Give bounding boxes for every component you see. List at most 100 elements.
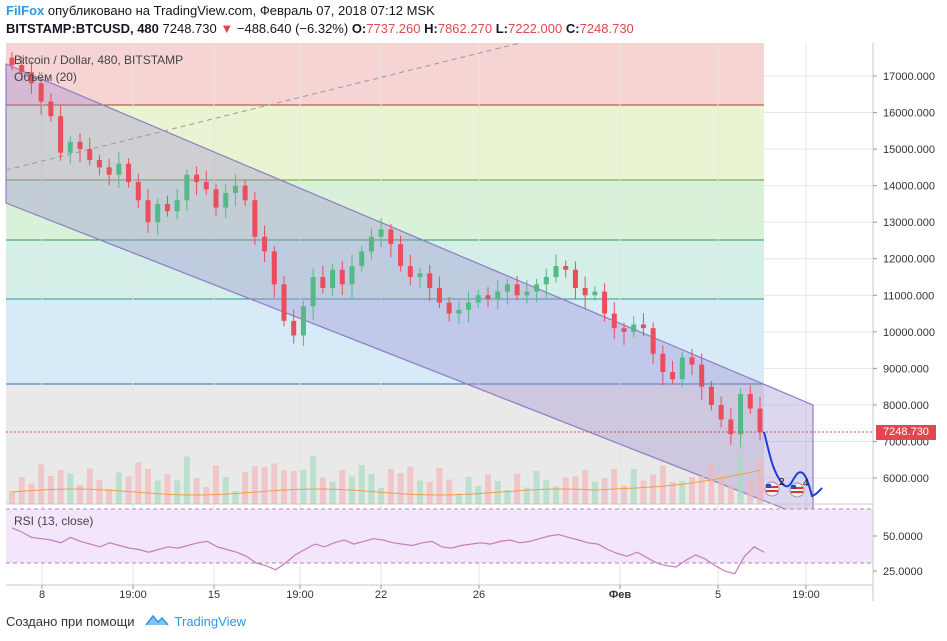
volume-bar (329, 481, 336, 504)
candle-body (135, 181, 141, 201)
price-tick-label: 9000.000 (883, 363, 929, 375)
volume-bar (135, 462, 142, 504)
price-axis[interactable]: 17000.000 16000.000 15000.000 14000.000 1300… (873, 71, 935, 485)
candle-body (631, 324, 637, 332)
volume-bar (436, 468, 443, 504)
candle-body (9, 57, 15, 66)
candle-body (320, 277, 326, 288)
time-tick-label: 19:00 (792, 589, 820, 601)
marker-4: 4 (803, 478, 809, 489)
volume-bar (57, 470, 64, 504)
price-tick-label: 10000.000 (883, 327, 935, 339)
candle-body (456, 309, 462, 314)
volume-bar (96, 480, 103, 504)
time-axis[interactable]: 8 19:00 15 19:00 22 26 Фев 5 19:00 (39, 585, 820, 601)
high-value: 7862.270 (437, 21, 493, 36)
volume-bar (747, 480, 754, 504)
series-legend[interactable]: Bitcoin / Dollar, 480, BITSTAMP (14, 53, 184, 67)
candle-body (708, 386, 714, 405)
rsi-legend[interactable]: RSI (13, close) (14, 514, 94, 528)
candle-body (388, 229, 394, 245)
author-name[interactable]: FilFox (6, 3, 45, 18)
volume-bar (640, 480, 647, 504)
volume-bar (115, 472, 122, 504)
volume-bar (222, 477, 229, 504)
volume-bar (757, 459, 763, 504)
candle-body (330, 269, 336, 288)
last-price-tag: 7248.730 (876, 425, 936, 440)
price-tick-label: 17000.000 (883, 71, 935, 83)
fib-band-5 (6, 299, 764, 384)
volume-bar (378, 488, 385, 504)
volume-legend[interactable]: Объём (20) (14, 70, 77, 84)
volume-bar (689, 477, 695, 504)
rsi-axis[interactable]: 50.0000 25.0000 (873, 531, 923, 578)
candle-body (242, 185, 248, 201)
volume-bar (737, 453, 744, 504)
volume-bar (38, 464, 45, 504)
candle-body (553, 266, 559, 277)
candle-body (534, 284, 540, 292)
volume-bar (145, 469, 151, 504)
tradingview-link[interactable]: TradingView (174, 614, 247, 629)
candle-body (38, 83, 44, 102)
time-tick-label: 15 (208, 589, 220, 601)
volume-bar (86, 468, 93, 504)
open-value: 7737.260 (366, 21, 421, 36)
candle-body (378, 229, 384, 237)
price-tick-label: 14000.000 (883, 181, 935, 193)
candle-body (194, 174, 200, 182)
candle-body (436, 287, 442, 303)
price-tick-label: 15000.000 (883, 144, 935, 156)
down-arrow-icon: ▼ (220, 21, 234, 36)
volume-bar (562, 477, 569, 504)
candle-body (660, 353, 666, 373)
volume-bar (679, 481, 686, 504)
volume-bar (125, 476, 132, 504)
volume-bar (533, 471, 540, 504)
projection-path[interactable] (763, 431, 823, 498)
rsi-tick-label: 50.0000 (883, 531, 923, 543)
volume-bar (446, 479, 453, 504)
fib-band-3 (6, 180, 764, 240)
volume-bar (281, 470, 287, 504)
publish-info: опубликовано на TradingView.com, Февраль… (47, 3, 435, 18)
candle-body (417, 273, 423, 277)
open-label: O: (351, 21, 367, 36)
candle-body (543, 277, 549, 285)
candle-body (271, 251, 277, 285)
candle-body (310, 277, 316, 307)
volume-bar (514, 473, 521, 504)
footer: Создано при помощи TradingView (6, 613, 246, 630)
candle-body (19, 65, 25, 73)
rsi-band (6, 509, 873, 563)
time-tick-label: 8 (39, 589, 45, 601)
candle-body (48, 101, 54, 117)
price-tick-label: 16000.000 (883, 108, 935, 120)
marker-2: 2 (779, 477, 785, 488)
candle-body (670, 372, 676, 380)
price-change: −488.640 (−6.32%) (236, 21, 349, 36)
volume-bar (319, 477, 326, 504)
price-tick-label: 8000.000 (883, 400, 929, 412)
volume-bar (698, 476, 705, 504)
candle-body (495, 291, 501, 299)
dashed-trendline[interactable] (5, 42, 521, 171)
volume-bar (727, 485, 734, 504)
volume-bar (417, 480, 423, 504)
tradingview-logo-icon[interactable] (144, 613, 169, 630)
candle-body (116, 163, 122, 175)
close-label: C: (565, 21, 580, 36)
volume-bar (300, 470, 307, 504)
candle-body (359, 251, 365, 267)
fib-band-1 (6, 43, 764, 105)
volume-bar (242, 472, 249, 504)
volume-bar (77, 485, 83, 504)
candle-body (223, 192, 229, 208)
candle-body (747, 393, 753, 409)
candle-body (96, 160, 102, 168)
candle-body (592, 291, 598, 296)
candle-body (145, 200, 151, 223)
volume-bar (572, 476, 579, 504)
